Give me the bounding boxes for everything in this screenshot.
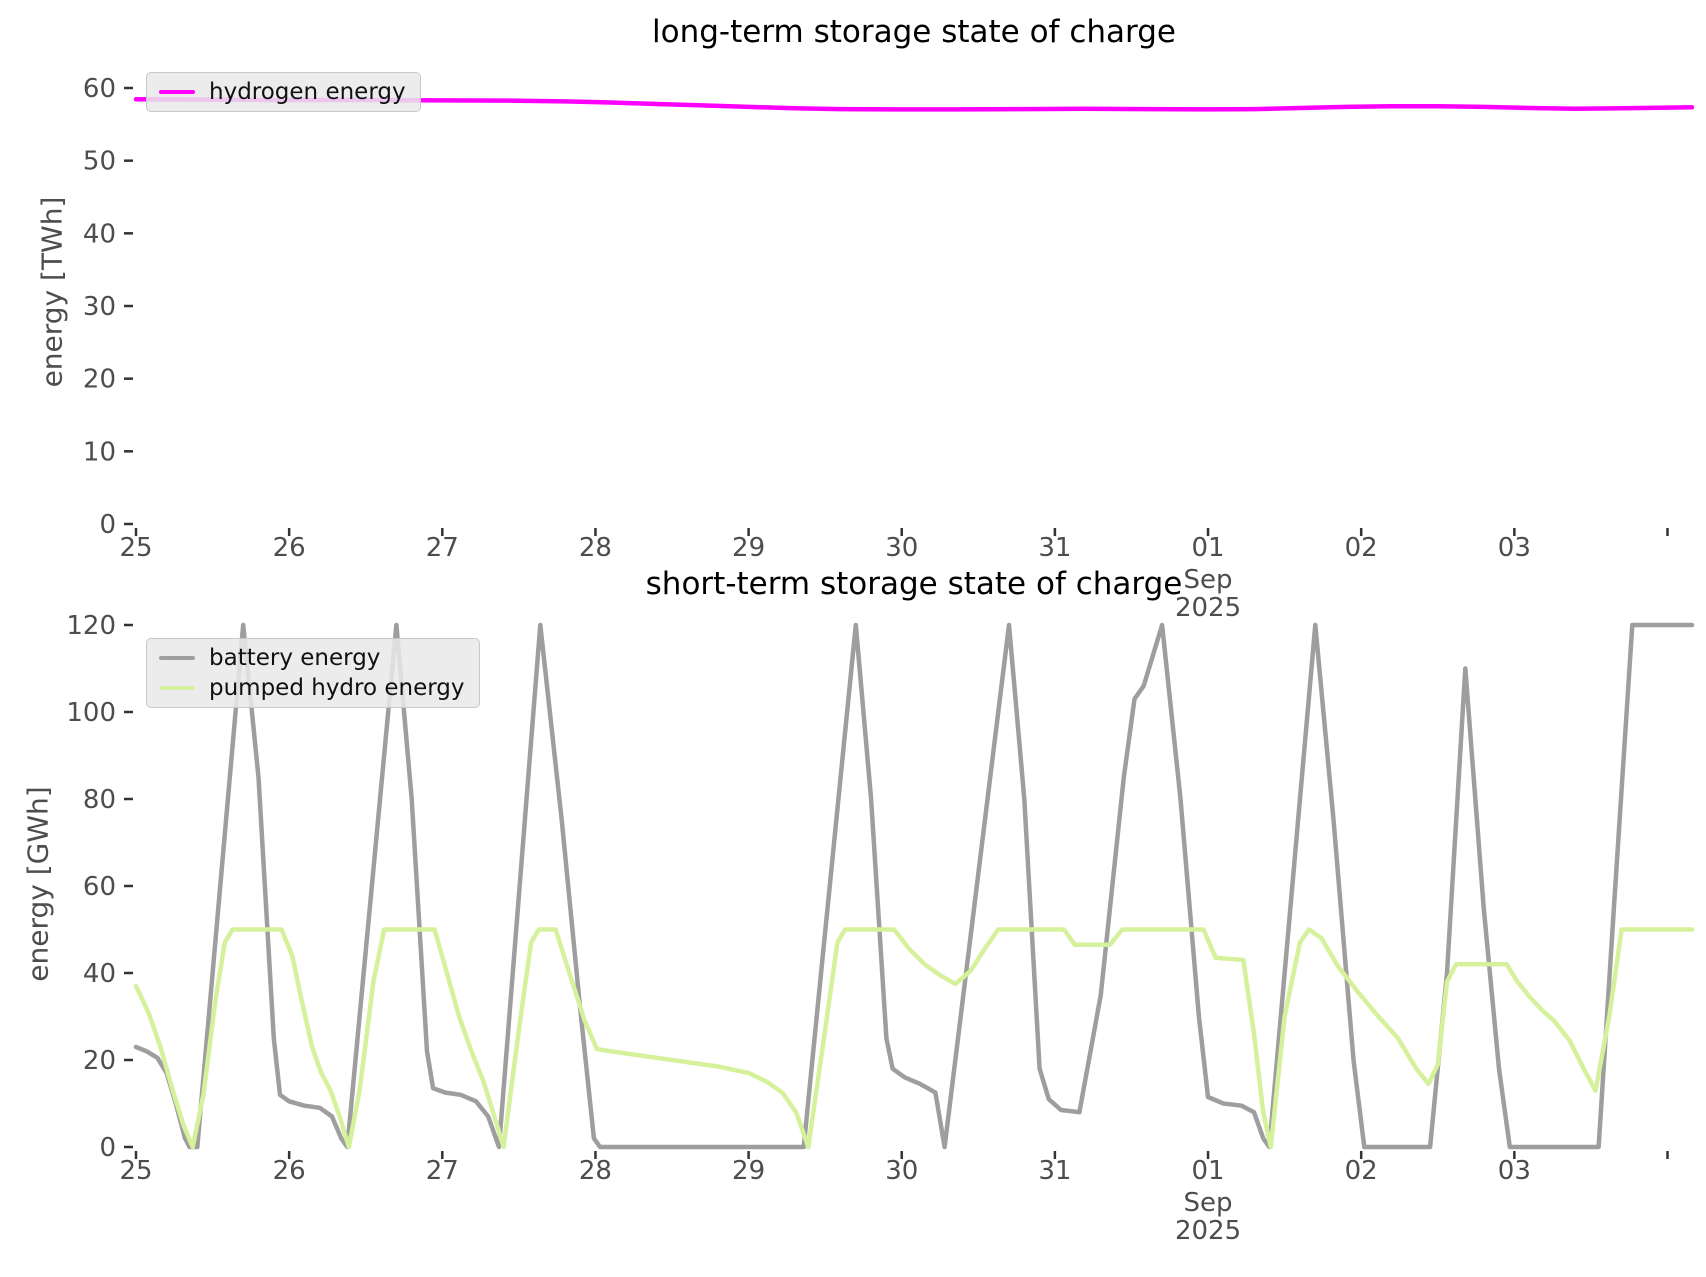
hydrogen-energy-line bbox=[133, 97, 1695, 112]
battery-energy-legend-label: battery energy bbox=[209, 645, 381, 671]
long-term-chart-title: long-term storage state of charge bbox=[652, 14, 1176, 50]
legend-row-pumped-hydro: pumped hydro energy bbox=[159, 675, 465, 701]
y-tick-label: 30 bbox=[83, 292, 116, 322]
pumped-hydro-energy-legend-label: pumped hydro energy bbox=[209, 675, 465, 701]
legend-row-hydrogen: hydrogen energy bbox=[159, 79, 406, 105]
long-term-legend: hydrogen energy bbox=[146, 72, 421, 112]
x-tick-label: 01 bbox=[1192, 1156, 1225, 1186]
y-tick-label: 60 bbox=[83, 74, 116, 104]
hydrogen-energy-line-swatch bbox=[159, 90, 195, 94]
x-tick-label: 26 bbox=[273, 1156, 306, 1186]
y-tick-label: 40 bbox=[83, 219, 116, 249]
x-axis-month-year-label: 2025 bbox=[1175, 593, 1241, 623]
x-tick-label: 27 bbox=[426, 1156, 459, 1186]
y-tick-label: 50 bbox=[83, 147, 116, 177]
x-tick-label: 02 bbox=[1345, 1156, 1378, 1186]
x-tick-label: 26 bbox=[273, 533, 306, 563]
hydrogen-energy-legend-label: hydrogen energy bbox=[209, 79, 406, 105]
short-term-legend: battery energy pumped hydro energy bbox=[146, 638, 480, 708]
y-tick-label: 40 bbox=[83, 959, 116, 989]
battery-energy-line-swatch bbox=[159, 656, 195, 660]
x-axis-month-year-label: Sep bbox=[1184, 1188, 1233, 1218]
x-tick-label: 31 bbox=[1038, 533, 1071, 563]
y-tick-label: 60 bbox=[83, 872, 116, 902]
y-tick-label: 120 bbox=[66, 611, 116, 641]
x-tick-label: 28 bbox=[579, 1156, 612, 1186]
y-tick-label: 100 bbox=[66, 698, 116, 728]
legend-row-battery: battery energy bbox=[159, 645, 465, 671]
x-tick-label: 29 bbox=[732, 1156, 765, 1186]
short-term-y-axis-label: energy [GWh] bbox=[21, 786, 55, 982]
pumped-hydro-energy-line-swatch bbox=[159, 686, 195, 690]
x-tick-label: 30 bbox=[885, 533, 918, 563]
x-tick-label: 28 bbox=[579, 533, 612, 563]
x-tick-label: 03 bbox=[1498, 533, 1531, 563]
x-tick-label: 29 bbox=[732, 533, 765, 563]
y-tick-label: 20 bbox=[83, 365, 116, 395]
short-term-chart-title: short-term storage state of charge bbox=[645, 566, 1183, 602]
x-tick-label: 02 bbox=[1345, 533, 1378, 563]
battery-energy-line bbox=[133, 622, 1695, 1150]
long-term-y-axis: 0 10 20 30 40 50 60 bbox=[83, 74, 133, 540]
x-axis-month-year-label: 2025 bbox=[1175, 1216, 1241, 1246]
long-term-y-axis-label: energy [TWh] bbox=[35, 196, 69, 388]
x-tick-label: 27 bbox=[426, 533, 459, 563]
pumped-hydro-energy-line bbox=[133, 927, 1695, 1150]
short-term-y-axis: 0 20 40 60 80 100 120 bbox=[66, 611, 133, 1163]
x-tick-label: 31 bbox=[1038, 1156, 1071, 1186]
y-tick-label: 0 bbox=[99, 510, 116, 540]
x-tick-label: 03 bbox=[1498, 1156, 1531, 1186]
x-tick-label: 25 bbox=[119, 1156, 152, 1186]
x-tick-label: 01 bbox=[1192, 533, 1225, 563]
y-tick-label: 80 bbox=[83, 785, 116, 815]
x-tick-label: 25 bbox=[119, 533, 152, 563]
x-axis-month-year-label: Sep bbox=[1184, 565, 1233, 595]
y-tick-label: 10 bbox=[83, 437, 116, 467]
y-tick-label: 0 bbox=[99, 1133, 116, 1163]
x-tick-label: 30 bbox=[885, 1156, 918, 1186]
y-tick-label: 20 bbox=[83, 1046, 116, 1076]
